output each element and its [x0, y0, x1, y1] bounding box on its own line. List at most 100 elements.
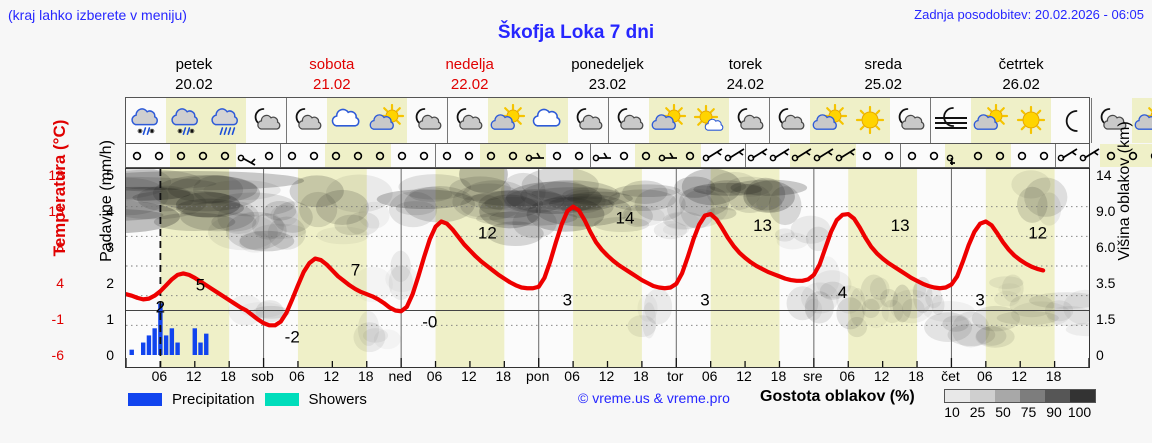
icon-day-group-7	[1092, 98, 1152, 143]
temperature-tick-1: 13	[48, 203, 64, 219]
temperature-label: 2	[156, 298, 165, 317]
wind-day-group-5	[746, 144, 901, 167]
cloud-density-colorbar	[944, 389, 1096, 403]
wind-barb-calm	[126, 144, 148, 167]
temperature-label: 3	[563, 290, 572, 309]
cloud-density-step-1	[970, 390, 995, 402]
temperature-label: 14	[616, 209, 635, 228]
temperature-label: 13	[891, 216, 910, 235]
x-axis-label-15: tor	[667, 368, 684, 384]
sun-cloud-icon	[367, 98, 407, 143]
wind-barb-calm	[568, 144, 590, 167]
wind-barb-calm	[391, 144, 413, 167]
icon-day-group-3	[448, 98, 609, 143]
wind-barb-calm	[325, 144, 347, 167]
x-axis-label-21: 12	[873, 368, 890, 384]
x-axis-label-23: čet	[941, 368, 960, 384]
meteogram-canvas: 2 5 -2 7 -0 12 3 14 3 13 4 13 3 12	[126, 169, 1089, 367]
cloud-density-tick-0: 10	[944, 404, 960, 420]
cloud-density-step-4	[1045, 390, 1070, 402]
wind-barb-arrow-ne	[1056, 144, 1078, 167]
wind-barb-arrow-ne	[790, 144, 812, 167]
cloud-density-tick-5: 100	[1067, 404, 1092, 420]
sun-cloud-icon	[810, 98, 850, 143]
wind-day-group-6	[901, 144, 1056, 167]
cloud-density-tick-2: 50	[995, 404, 1011, 420]
wind-barb-calm	[436, 144, 458, 167]
temperature-label: 3	[700, 290, 709, 309]
day-name: petek	[175, 56, 213, 73]
precipitation-legend-label: Precipitation	[172, 390, 255, 408]
copyright-link[interactable]: © vreme.us & vreme.pro	[578, 390, 730, 406]
wind-barb-arrow-ne	[723, 144, 745, 167]
icon-day-group-5	[770, 98, 931, 143]
x-axis-label-25: 12	[1011, 368, 1027, 384]
cloud-height-tick-1: 9.0	[1096, 203, 1116, 219]
wind-barb-calm	[635, 144, 657, 167]
day-header-sobota: sobota 21.02	[263, 55, 401, 97]
day-header-row: petek 20.02 sobota 21.02 nedelja 22.02 ponedel…	[125, 55, 1090, 97]
temperature-label: -2	[285, 327, 300, 346]
x-axis-label-19: sre	[803, 368, 823, 384]
moon-cloud-icon	[407, 98, 447, 143]
day-date: 25.02	[864, 76, 902, 93]
wind-barb-arrow-s	[945, 144, 967, 167]
last-updated-label: Zadnja posodobitev: 20.02.2026 - 06:05	[914, 7, 1144, 22]
x-axis-label-4: 06	[289, 368, 305, 384]
wind-day-group-3	[436, 144, 591, 167]
wind-barb-calm	[502, 144, 524, 167]
weather-icon-strip	[125, 97, 1152, 144]
icon-day-group-2	[287, 98, 448, 143]
temperature-tick-3: 4	[56, 275, 64, 291]
wind-barb-arrow-ne	[834, 144, 856, 167]
wind-day-group-2	[281, 144, 436, 167]
day-date: 23.02	[588, 76, 627, 93]
precipitation-axis-ticks: 5 4 3 2 1 0	[98, 167, 114, 368]
x-axis-label-0: 06	[151, 368, 168, 384]
wind-barb-calm	[1033, 144, 1055, 167]
cloud-density-colorbar-labels: 10 25 50 75 90 100	[938, 404, 1108, 420]
wind-barb-calm	[923, 144, 945, 167]
sun-cloud-icon	[971, 98, 1011, 143]
cloud-density-legend-title: Gostota oblakov (%)	[760, 388, 915, 405]
moon-cloud-icon	[1092, 98, 1132, 143]
day-name: sobota	[309, 56, 355, 73]
showers-swatch	[264, 392, 299, 406]
sun-small-cloud-icon	[689, 98, 729, 143]
precipitation-swatch	[128, 392, 162, 406]
sun-cloud-icon	[1132, 98, 1152, 143]
icon-day-group-1	[126, 98, 287, 143]
day-header-ponedeljek: ponedeljek 23.02	[539, 55, 677, 97]
wind-barb-strip	[125, 144, 1152, 168]
day-header-petek: petek 20.02	[125, 55, 263, 97]
day-header-sreda: sreda 25.02	[814, 55, 952, 97]
temperature-curve	[126, 204, 1046, 328]
temperature-axis-ticks: 18 13 8 4 -1 -6	[38, 167, 64, 368]
wind-barb-calm	[148, 144, 170, 167]
x-axis-label-22: 18	[908, 368, 924, 384]
wind-barb-calm	[192, 144, 214, 167]
wind-barb-calm	[303, 144, 325, 167]
wind-barb-calm	[989, 144, 1011, 167]
x-axis-label-3: sob	[251, 368, 274, 384]
wind-barb-calm	[413, 144, 435, 167]
wind-barb-calm	[458, 144, 480, 167]
x-axis-label-2: 18	[220, 368, 236, 384]
sun-icon	[1011, 98, 1051, 143]
x-axis-label-5: 12	[323, 368, 340, 384]
x-axis-label-11: pon	[526, 368, 550, 384]
precipitation-tick-0: 5	[106, 167, 114, 183]
moon-icon	[1051, 98, 1091, 143]
sun-cloud-icon	[649, 98, 689, 143]
cloud-density-tick-1: 25	[969, 404, 986, 420]
wind-barb-calm	[878, 144, 900, 167]
sun-cloud-icon	[488, 98, 528, 143]
wind-day-group-7	[1056, 144, 1152, 167]
day-name: četrtek	[998, 56, 1044, 73]
x-axis-label-26: 18	[1045, 368, 1062, 384]
wind-barb-arrow-e	[524, 144, 546, 167]
icon-day-group-4	[609, 98, 770, 143]
x-axis-label-10: 18	[495, 368, 512, 384]
x-axis-label-7: ned	[388, 368, 412, 384]
moon-cloud-icon	[729, 98, 769, 143]
